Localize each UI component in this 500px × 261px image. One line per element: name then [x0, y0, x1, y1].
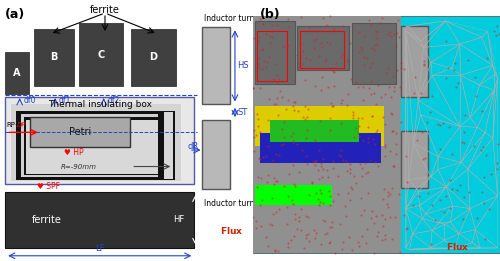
Text: $\mathbf{Flux}$: $\mathbf{Flux}$	[446, 241, 469, 252]
FancyBboxPatch shape	[255, 21, 294, 84]
FancyBboxPatch shape	[401, 130, 428, 188]
Text: HF: HF	[173, 215, 184, 224]
Text: ♥ HP: ♥ HP	[64, 148, 84, 157]
Text: Thermal insulating box: Thermal insulating box	[48, 100, 152, 109]
FancyBboxPatch shape	[202, 27, 230, 104]
Text: (a): (a)	[5, 8, 25, 21]
Text: df1: df1	[59, 96, 72, 105]
FancyBboxPatch shape	[255, 185, 332, 205]
FancyBboxPatch shape	[79, 23, 124, 86]
FancyBboxPatch shape	[352, 23, 396, 84]
Text: dR: dR	[188, 142, 199, 151]
FancyBboxPatch shape	[297, 26, 349, 70]
FancyBboxPatch shape	[202, 120, 230, 189]
FancyBboxPatch shape	[5, 192, 194, 248]
Text: HS: HS	[238, 61, 249, 70]
FancyBboxPatch shape	[30, 117, 130, 147]
FancyBboxPatch shape	[252, 16, 500, 253]
Text: ferrite: ferrite	[32, 215, 62, 225]
Text: D: D	[150, 52, 158, 62]
Text: C: C	[98, 50, 104, 60]
FancyBboxPatch shape	[270, 120, 359, 142]
FancyBboxPatch shape	[164, 112, 173, 179]
Text: Petri: Petri	[69, 127, 91, 137]
FancyBboxPatch shape	[24, 117, 160, 175]
Text: B: B	[50, 52, 58, 62]
Text: ST: ST	[238, 108, 248, 117]
FancyBboxPatch shape	[10, 104, 181, 181]
FancyBboxPatch shape	[131, 29, 176, 86]
Text: $\mathbf{Flux}$: $\mathbf{Flux}$	[220, 226, 244, 236]
Text: LF: LF	[95, 244, 104, 253]
FancyBboxPatch shape	[260, 133, 381, 163]
Text: df0: df0	[24, 96, 36, 105]
Text: Inductor turn: Inductor turn	[204, 14, 255, 23]
Text: A: A	[14, 68, 21, 78]
Text: df2: df2	[108, 96, 120, 105]
FancyBboxPatch shape	[26, 120, 158, 174]
Text: (b): (b)	[260, 8, 280, 21]
FancyBboxPatch shape	[5, 52, 29, 94]
Text: ♥ SPF: ♥ SPF	[37, 182, 60, 191]
Text: Inductor turn: Inductor turn	[204, 199, 255, 208]
Text: R=-90mm: R=-90mm	[61, 164, 97, 169]
FancyBboxPatch shape	[34, 29, 74, 86]
FancyBboxPatch shape	[255, 106, 384, 146]
Text: RP+: RP+	[6, 122, 22, 128]
FancyBboxPatch shape	[401, 26, 428, 97]
Text: DP: DP	[17, 122, 26, 128]
FancyBboxPatch shape	[16, 111, 171, 180]
FancyBboxPatch shape	[5, 97, 194, 184]
FancyBboxPatch shape	[158, 111, 174, 180]
FancyBboxPatch shape	[21, 114, 166, 177]
FancyBboxPatch shape	[252, 16, 401, 253]
Text: ferrite: ferrite	[90, 5, 120, 15]
